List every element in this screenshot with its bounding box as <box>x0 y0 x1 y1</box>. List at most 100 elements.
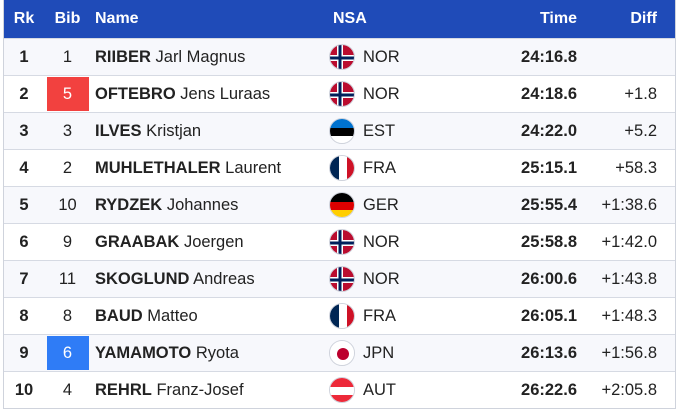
table-row[interactable]: 8 8 BAUD Matteo FRA 26:05.1 +1:48.3 <box>4 297 675 334</box>
bib-cell: 1 <box>44 39 91 75</box>
athlete-surname: GRAABAK <box>95 232 180 251</box>
athlete-name[interactable]: GRAABAK Joergen <box>91 233 329 252</box>
diff-cell: +1:43.8 <box>601 269 657 288</box>
nsa-cell: NOR <box>329 81 469 107</box>
diff-cell: +1:48.3 <box>601 306 657 325</box>
bib-cell: 10 <box>44 187 91 223</box>
athlete-surname: OFTEBRO <box>95 84 176 103</box>
athlete-name[interactable]: RYDZEK Johannes <box>91 196 329 215</box>
athlete-given-name: Kristjan <box>146 121 202 140</box>
bib-number: 8 <box>62 306 73 325</box>
results-table: Rk Bib Name NSA Time Diff 1 1 RIIBER Jarl … <box>3 0 676 409</box>
athlete-surname: RYDZEK <box>95 195 163 214</box>
bib-number: 2 <box>62 158 73 177</box>
athlete-given-name: Joergen <box>183 232 244 251</box>
nsa-cell: FRA <box>329 155 469 181</box>
nsa-cell: AUT <box>329 377 469 403</box>
diff-cell: +1:38.6 <box>601 195 657 214</box>
athlete-surname: SKOGLUND <box>95 269 190 288</box>
bib-number: 1 <box>62 47 73 66</box>
athlete-given-name: Matteo <box>147 306 198 325</box>
france-flag-icon <box>329 303 355 329</box>
japan-flag-icon <box>329 340 355 366</box>
rank-cell: 9 <box>19 343 29 362</box>
header-nsa[interactable]: NSA <box>333 10 367 27</box>
table-header: Rk Bib Name NSA Time Diff <box>4 0 675 38</box>
table-row[interactable]: 2 5 OFTEBRO Jens Luraas NOR 24:18.6 +1.8 <box>4 75 675 112</box>
athlete-surname: BAUD <box>95 306 143 325</box>
table-row[interactable]: 5 10 RYDZEK Johannes GER 25:55.4 +1:38.6 <box>4 186 675 223</box>
athlete-surname: MUHLETHALER <box>95 158 221 177</box>
header-rank[interactable]: Rk <box>13 10 35 27</box>
table-row[interactable]: 1 1 RIIBER Jarl Magnus NOR 24:16.8 <box>4 38 675 75</box>
rank-cell: 8 <box>19 306 29 325</box>
athlete-name[interactable]: BAUD Matteo <box>91 307 329 326</box>
rank-cell: 2 <box>19 84 29 103</box>
athlete-given-name: Laurent <box>225 158 282 177</box>
bib-number: 3 <box>62 121 73 140</box>
athlete-name[interactable]: MUHLETHALER Laurent <box>91 159 329 178</box>
diff-cell: +58.3 <box>615 158 657 177</box>
time-cell: 24:16.8 <box>521 47 577 66</box>
bib-number: 6 <box>46 336 89 370</box>
table-row[interactable]: 4 2 MUHLETHALER Laurent FRA 25:15.1 +58.3 <box>4 149 675 186</box>
bib-number: 10 <box>58 195 77 214</box>
nsa-code: NOR <box>363 269 400 288</box>
nsa-code: NOR <box>363 47 400 66</box>
nsa-code: GER <box>363 195 399 214</box>
athlete-given-name: Jens Luraas <box>180 84 271 103</box>
athlete-surname: REHRL <box>95 380 152 399</box>
table-row[interactable]: 6 9 GRAABAK Joergen NOR 25:58.8 +1:42.0 <box>4 223 675 260</box>
bib-cell: 3 <box>44 113 91 149</box>
table-row[interactable]: 7 11 SKOGLUND Andreas NOR 26:00.6 +1:43.8 <box>4 260 675 297</box>
athlete-name[interactable]: YAMAMOTO Ryota <box>91 344 329 363</box>
rank-cell: 10 <box>14 380 34 399</box>
rank-cell: 3 <box>19 121 29 140</box>
diff-cell: +5.2 <box>624 121 657 140</box>
diff-cell: +1.8 <box>624 84 657 103</box>
time-cell: 25:15.1 <box>521 158 577 177</box>
nsa-cell: JPN <box>329 340 469 366</box>
header-diff[interactable]: Diff <box>630 10 657 27</box>
athlete-surname: RIIBER <box>95 47 151 66</box>
nsa-code: NOR <box>363 232 400 251</box>
nsa-code: AUT <box>363 380 396 399</box>
diff-cell: +1:56.8 <box>601 343 657 362</box>
nsa-code: FRA <box>363 158 396 177</box>
nsa-code: NOR <box>363 84 400 103</box>
header-name[interactable]: Name <box>95 10 139 27</box>
athlete-given-name: Ryota <box>195 343 239 362</box>
rank-cell: 1 <box>19 47 29 66</box>
rank-cell: 6 <box>19 232 29 251</box>
bib-number: 11 <box>58 269 77 288</box>
diff-cell: +2:05.8 <box>601 380 657 399</box>
athlete-name[interactable]: OFTEBRO Jens Luraas <box>91 85 329 104</box>
norway-flag-icon <box>329 266 355 292</box>
rank-cell: 7 <box>19 269 29 288</box>
bib-number: 9 <box>62 232 73 251</box>
bib-cell: 11 <box>44 261 91 297</box>
athlete-name[interactable]: SKOGLUND Andreas <box>91 270 329 289</box>
austria-flag-icon <box>329 377 355 403</box>
athlete-given-name: Jarl Magnus <box>155 47 246 66</box>
athlete-name[interactable]: ILVES Kristjan <box>91 122 329 141</box>
nsa-cell: NOR <box>329 229 469 255</box>
norway-flag-icon <box>329 229 355 255</box>
norway-flag-icon <box>329 44 355 70</box>
bib-cell: 2 <box>44 150 91 186</box>
bib-number: 5 <box>46 77 89 111</box>
athlete-name[interactable]: RIIBER Jarl Magnus <box>91 48 329 67</box>
table-row[interactable]: 10 4 REHRL Franz-Josef AUT 26:22.6 +2:05.8 <box>4 371 675 408</box>
time-cell: 26:13.6 <box>521 343 577 362</box>
time-cell: 25:58.8 <box>521 232 577 251</box>
table-row[interactable]: 9 6 YAMAMOTO Ryota JPN 26:13.6 +1:56.8 <box>4 334 675 371</box>
nsa-cell: EST <box>329 118 469 144</box>
time-cell: 24:18.6 <box>521 84 577 103</box>
bib-cell: 8 <box>44 298 91 334</box>
table-row[interactable]: 3 3 ILVES Kristjan EST 24:22.0 +5.2 <box>4 112 675 149</box>
header-bib[interactable]: Bib <box>54 10 81 27</box>
athlete-name[interactable]: REHRL Franz-Josef <box>91 381 329 400</box>
header-time[interactable]: Time <box>539 10 577 27</box>
nsa-code: EST <box>363 121 396 140</box>
nsa-cell: NOR <box>329 44 469 70</box>
